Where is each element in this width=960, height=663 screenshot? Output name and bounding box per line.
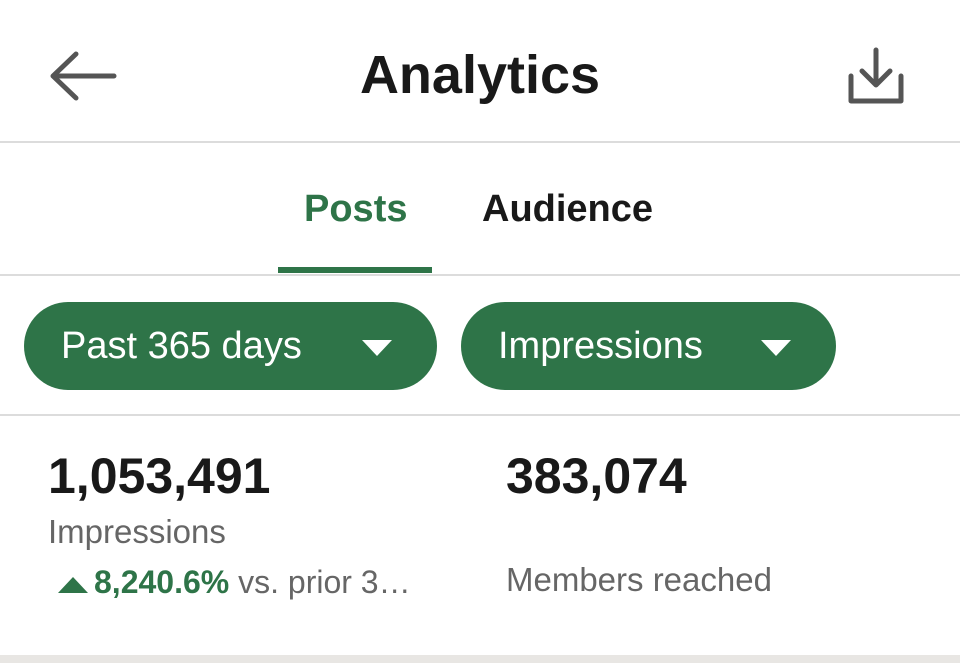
divider [0,274,960,276]
tab-audience[interactable]: Audience [482,188,654,230]
metric-filter[interactable]: Impressions [461,302,836,390]
dropdown-icon [362,340,392,356]
download-button[interactable] [846,46,906,106]
metric-value: 383,074 [506,448,687,504]
metric-label: Impressions [48,513,226,550]
divider [0,141,960,143]
metric-change: 8,240.6% vs. prior 3… [58,562,411,602]
metric-label: Members reached [506,561,772,598]
date-filter[interactable]: Past 365 days [24,302,437,390]
back-button[interactable] [48,50,118,102]
tab-indicator [278,267,432,273]
metric-value: 1,053,491 [48,448,271,504]
filter-label: Past 365 days [61,325,302,367]
bottom-band [0,655,960,663]
divider [0,414,960,416]
filter-label: Impressions [498,325,703,367]
change-note: vs. prior 3… [238,564,411,600]
tab-posts[interactable]: Posts [304,188,408,230]
page-title: Analytics [359,45,601,105]
dropdown-icon [761,340,791,356]
change-value: 8,240.6% [94,564,230,600]
up-arrow [58,577,88,593]
